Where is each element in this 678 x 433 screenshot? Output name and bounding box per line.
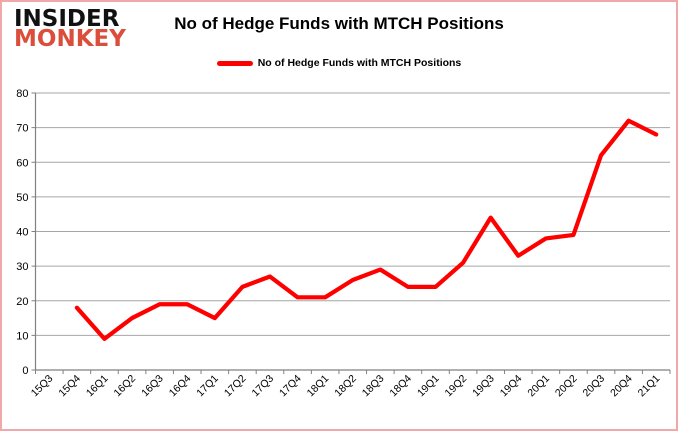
x-tick-label: 16Q2 [112, 373, 139, 400]
logo-line2: MONKEY [14, 26, 126, 52]
x-tick-label: 17Q4 [277, 373, 304, 400]
x-tick-label: 17Q1 [194, 373, 221, 400]
x-tick-label: 20Q2 [553, 373, 580, 400]
legend: No of Hedge Funds with MTCH Positions [2, 57, 676, 69]
y-tick-label: 20 [16, 296, 28, 308]
logo-line1: INSIDER [14, 6, 120, 32]
x-tick-label: 19Q3 [470, 373, 497, 400]
x-tick-label: 16Q1 [84, 373, 111, 400]
x-tick-label: 19Q4 [498, 373, 525, 400]
insider-monkey-logo: INSIDER MONKEY [14, 6, 126, 52]
x-tick-label: 20Q4 [608, 373, 635, 400]
x-tick-label: 18Q2 [332, 373, 359, 400]
x-tick-label: 21Q1 [636, 373, 663, 400]
y-tick-label: 60 [16, 157, 28, 169]
x-tick-label: 19Q1 [415, 373, 442, 400]
x-tick-label: 16Q4 [167, 373, 194, 400]
page-title: No of Hedge Funds with MTCH Positions [174, 14, 504, 33]
y-tick-label: 40 [16, 227, 28, 239]
series-line [74, 118, 659, 341]
x-tick-label: 18Q3 [360, 373, 387, 400]
y-tick-label: 10 [16, 330, 28, 342]
x-tick-label: 17Q2 [222, 373, 249, 400]
legend-label: No of Hedge Funds with MTCH Positions [257, 57, 462, 69]
x-tick-label: 17Q3 [249, 373, 276, 400]
x-tick-label: 16Q3 [139, 373, 166, 400]
y-tick-label: 0 [22, 365, 28, 377]
x-tick-label: 15Q4 [56, 373, 83, 400]
x-tick-label: 18Q4 [387, 373, 414, 400]
y-tick-label: 80 [16, 88, 28, 100]
y-tick-label: 70 [16, 123, 28, 135]
x-tick-label: 18Q1 [305, 373, 332, 400]
x-tick-label: 20Q3 [581, 373, 608, 400]
legend-line-marker [216, 60, 253, 66]
y-tick-label: 50 [16, 192, 28, 204]
x-tick-label: 20Q1 [525, 373, 552, 400]
y-tick-label: 30 [16, 261, 28, 273]
x-tick-label: 15Q3 [29, 373, 56, 400]
x-tick-label: 19Q2 [443, 373, 470, 400]
